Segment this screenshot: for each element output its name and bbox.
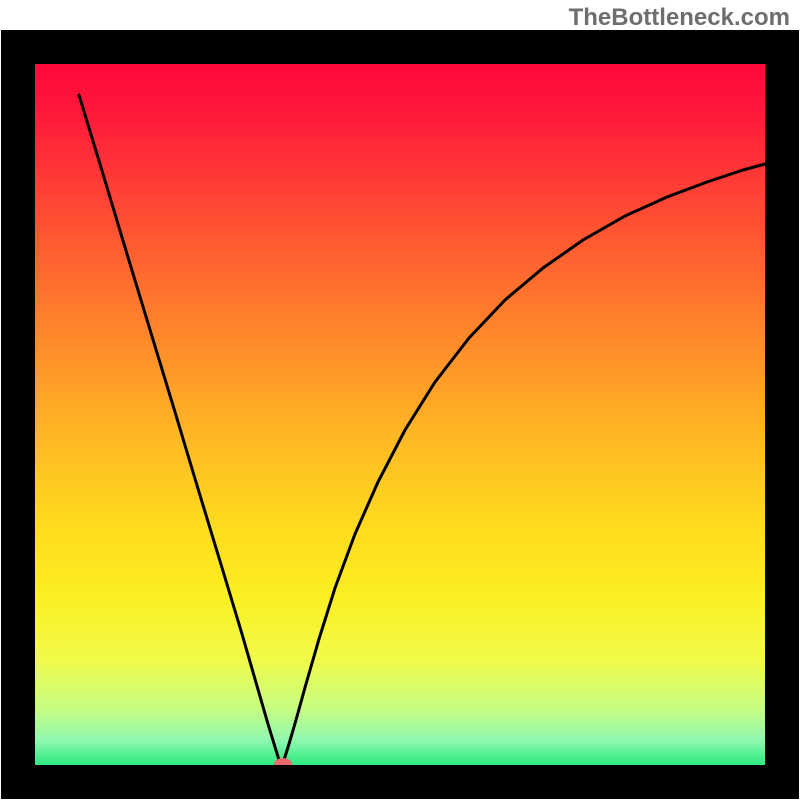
curve-path bbox=[79, 95, 765, 764]
bottleneck-curve bbox=[35, 64, 765, 765]
chart-wrapper: TheBottleneck.com bbox=[0, 0, 800, 800]
minimum-marker bbox=[274, 758, 292, 765]
plot-area bbox=[35, 64, 765, 765]
watermark-text: TheBottleneck.com bbox=[569, 4, 790, 32]
